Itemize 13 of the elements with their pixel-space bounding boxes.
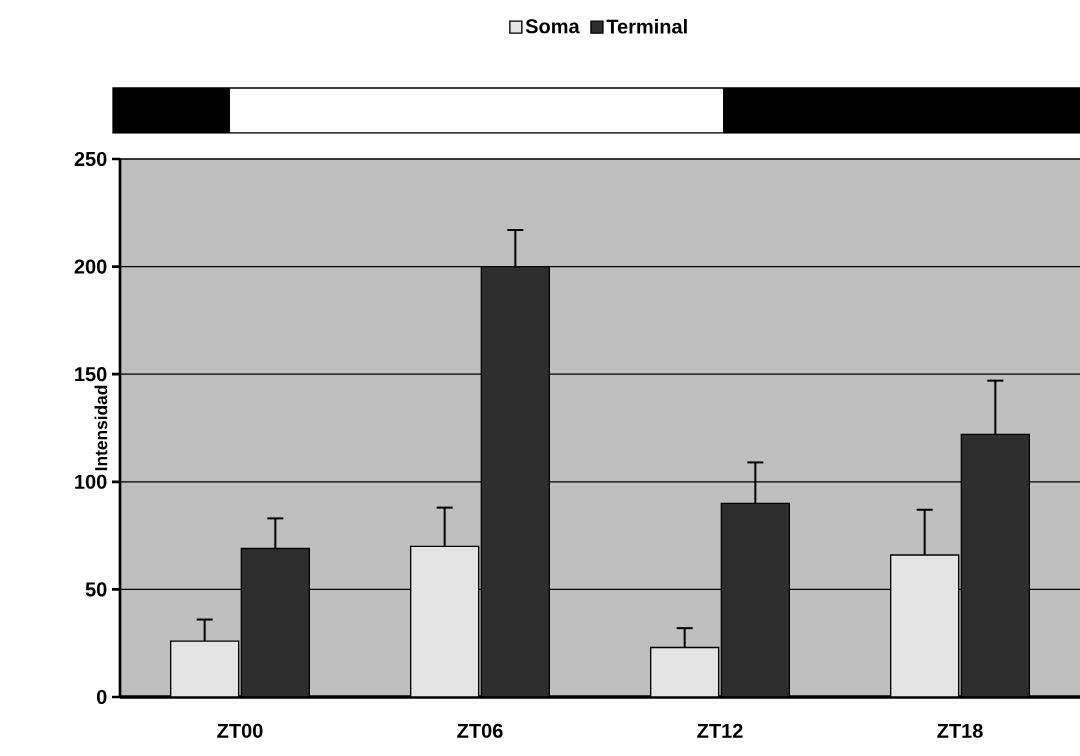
y-tick-label: 150	[75, 367, 107, 382]
legend-label: Soma	[525, 19, 580, 34]
x-tick-label: ZT06	[457, 723, 503, 738]
x-tick-label: ZT12	[697, 723, 743, 738]
y-tick-label: 250	[74, 151, 107, 167]
y-axis-title: Intensidad	[94, 385, 108, 471]
x-tick-label: ZT18	[937, 723, 983, 738]
y-tick-label: 50	[85, 582, 107, 597]
y-tick-label: 0	[96, 689, 107, 705]
y-tick-label: 200	[74, 259, 107, 274]
x-tick-label: ZT00	[217, 723, 263, 738]
legend-label: Terminal	[606, 18, 687, 34]
y-tick-label: 100	[75, 474, 107, 489]
